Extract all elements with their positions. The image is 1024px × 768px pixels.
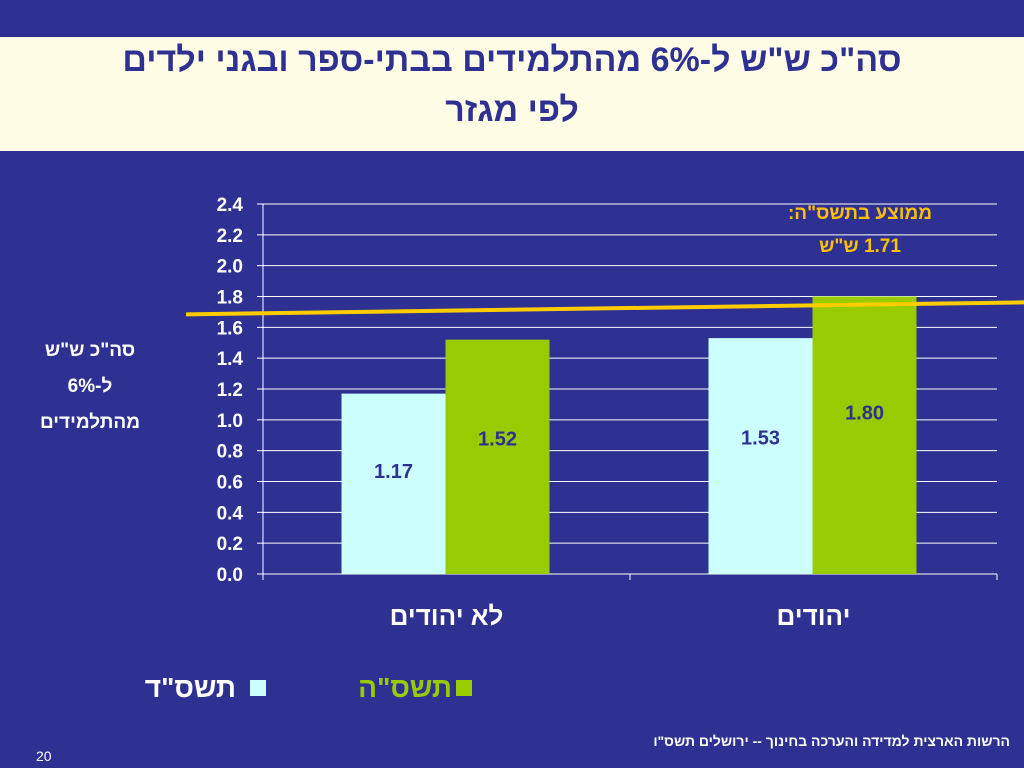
bar-data-label: 1.80 xyxy=(845,403,884,425)
bar-data-label: 1.17 xyxy=(374,461,413,483)
y-tick-label: 2.0 xyxy=(217,257,243,278)
legend-item-tashsad: תשס"ד xyxy=(145,672,266,704)
bar-tashsad xyxy=(708,338,813,574)
page-number: 20 xyxy=(36,748,52,764)
y-tick-label: 0.8 xyxy=(217,442,243,463)
slide-title-line-1: סה"כ ש"ש ל-6% מהתלמידים בבתי-ספר ובגני י… xyxy=(122,41,902,79)
y-tick-label: 1.0 xyxy=(217,411,243,432)
legend-item-tashsah: תשס"ה xyxy=(358,672,472,704)
legend-label-tashsad: תשס"ד xyxy=(144,672,236,703)
legend-swatch-green xyxy=(456,680,472,696)
y-tick-label: 2.2 xyxy=(217,226,243,247)
y-axis-label-line-1: סה"כ ש"ש xyxy=(44,340,136,361)
y-tick-label: 2.4 xyxy=(217,195,244,216)
average-annotation-line-1: ממוצע בתשס"ה: xyxy=(787,203,933,224)
y-tick-label: 1.4 xyxy=(217,349,244,370)
y-axis-label-line-3: מהתלמידים xyxy=(39,412,140,433)
average-reference-line xyxy=(185,300,1024,317)
y-tick-label: 1.8 xyxy=(217,288,243,309)
y-tick-label: 1.6 xyxy=(217,318,243,339)
y-tick-label: 0.6 xyxy=(217,473,243,494)
y-axis-label-line-2: ל-6% xyxy=(67,376,113,397)
title-band: סה"כ ש"ש ל-6% מהתלמידים בבתי-ספר ובגני י… xyxy=(0,37,1024,151)
bar-tashsad xyxy=(341,393,446,574)
bar-data-label: 1.52 xyxy=(478,428,517,450)
bar-tashsah xyxy=(812,296,917,574)
legend-label-tashsah: תשס"ה xyxy=(358,672,452,703)
y-tick-label: 1.2 xyxy=(217,380,243,401)
legend-swatch-light-blue xyxy=(250,680,266,696)
bar-tashsah xyxy=(445,339,550,574)
slide-title-line-2: לפי מגזר xyxy=(445,91,579,129)
bar-data-label: 1.53 xyxy=(741,427,780,449)
y-tick-label: 0.2 xyxy=(217,534,243,555)
footer-source: הרשות הארצית למדידה והערכה בחינוך -- ירו… xyxy=(653,733,1010,749)
x-category-label: יהודים xyxy=(777,601,851,631)
y-tick-label: 0.0 xyxy=(217,565,243,586)
y-tick-label: 0.4 xyxy=(217,503,244,524)
x-category-label: לא יהודים xyxy=(390,601,504,631)
average-annotation-line-2: 1.71 ש"ש xyxy=(819,236,901,257)
